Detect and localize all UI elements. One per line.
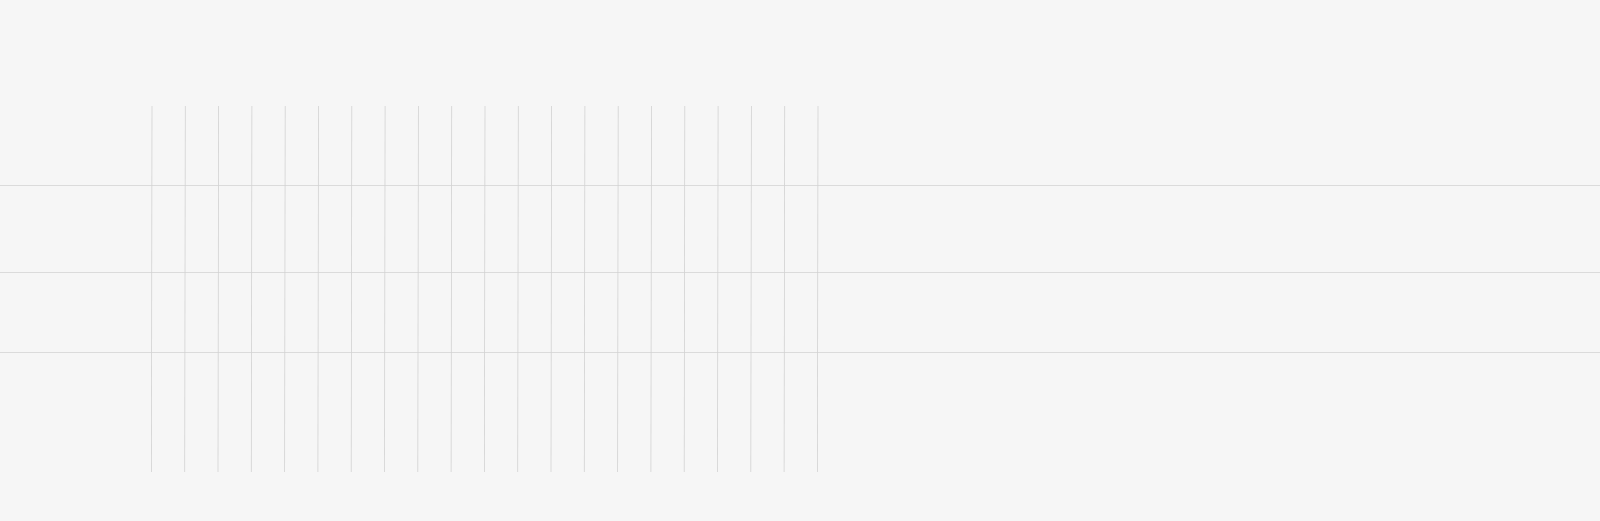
vertical-grid-line xyxy=(750,105,752,473)
vertical-grid-line xyxy=(284,105,286,473)
vertical-grid-line xyxy=(317,105,319,473)
vertical-grid-line xyxy=(517,105,519,473)
vertical-grid-line xyxy=(217,105,220,473)
vertical-grid-line xyxy=(817,105,819,473)
vertical-grid-line xyxy=(550,105,552,473)
vertical-grid-line xyxy=(617,105,619,473)
vertical-grid-line xyxy=(417,105,419,473)
vertical-grid-line xyxy=(150,105,153,473)
vertical-grid-line xyxy=(583,105,586,473)
vertical-grid-line xyxy=(250,105,253,473)
vertical-grid-line xyxy=(717,105,719,473)
vertical-grid-line xyxy=(783,105,786,473)
vertical-grid-line xyxy=(683,105,686,473)
vertical-grid-line xyxy=(483,105,486,473)
vertical-grid-line xyxy=(350,105,353,473)
vertical-grid-line xyxy=(384,105,386,473)
vertical-grid-line xyxy=(650,105,652,473)
vertical-grid-line xyxy=(184,105,186,473)
vertical-grid-line xyxy=(450,105,453,473)
